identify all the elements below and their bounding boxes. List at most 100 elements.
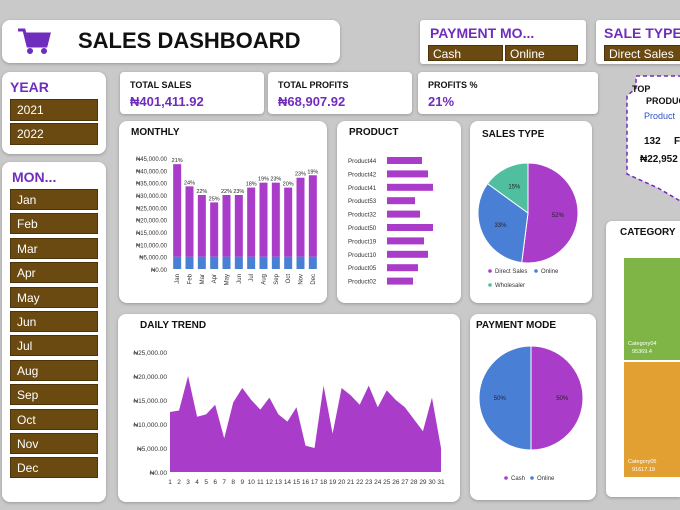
monthly-x-tick: Aug (262, 274, 268, 285)
product-label: Product44 (348, 158, 377, 165)
daily-x-tick: 19 (329, 479, 337, 486)
daily-x-tick: 25 (383, 479, 391, 486)
monthly-bar-base (296, 256, 305, 269)
top-product-quantity: 132 (644, 136, 661, 147)
daily-x-tick: 29 (419, 479, 427, 486)
sales-type-legend-marker (488, 283, 492, 287)
month-button-jun[interactable]: Jun (10, 311, 98, 332)
monthly-data-label: 18% (246, 182, 257, 188)
monthly-bar-base (222, 256, 231, 269)
sales-type-chart: 52% 33% 15% Direct Sales Online Wholesaler (477, 162, 579, 289)
payment-mode-slicer-title: PAYMENT MO... (430, 25, 535, 41)
sales-type-slice (521, 162, 579, 264)
month-button-aug[interactable]: Aug (10, 359, 98, 381)
kpi-profits-percent: PROFITS % 21% (418, 72, 598, 114)
product-bar (387, 170, 428, 178)
monthly-data-label: 20% (283, 182, 294, 188)
daily-y-tick: ₦15,000.00 (133, 398, 167, 405)
product-label: Product10 (348, 252, 377, 259)
monthly-y-tick: ₦35,000.00 (136, 182, 168, 188)
monthly-bar (284, 187, 293, 257)
category-chart: Category04 95369.4 Category05 91617.19 (624, 258, 680, 477)
sale-type-direct-button[interactable]: Direct Sales (604, 45, 680, 61)
sales-type-legend-label: Wholesaler (495, 283, 525, 289)
monthly-bar (247, 187, 256, 257)
monthly-bar (259, 182, 268, 257)
payment-mode-slice (478, 345, 532, 451)
product-chart-title: PRODUCT (349, 127, 399, 138)
monthly-bar-base (271, 256, 280, 269)
daily-trend-chart: ₦0.00 ₦5,000.00 ₦10,000.00 ₦15,000.00 ₦20,00… (133, 350, 445, 486)
product-label: Product32 (348, 212, 377, 219)
payment-cash-button[interactable]: Cash (428, 45, 503, 61)
daily-x-tick: 3 (186, 479, 190, 486)
monthly-bar-base (259, 256, 268, 269)
month-button-dec[interactable]: Dec (10, 457, 98, 479)
monthly-bar-base (247, 256, 256, 269)
daily-x-tick: 26 (392, 479, 400, 486)
monthly-bar (222, 195, 231, 257)
monthly-x-tick: May (225, 274, 231, 285)
month-button-may[interactable]: May (10, 286, 98, 308)
daily-x-tick: 31 (437, 479, 445, 486)
monthly-bar-base (185, 256, 194, 269)
month-button-nov[interactable]: Nov (10, 433, 98, 454)
monthly-bar-base (173, 256, 182, 269)
year-2022-button[interactable]: 2022 (10, 123, 98, 145)
month-slicer: MON... Jan Feb Mar Apr May Jun Jul Aug Sep Oct Nov… (2, 162, 106, 502)
daily-y-tick: ₦5,000.00 (137, 446, 167, 453)
monthly-data-label: 22% (221, 189, 232, 195)
product-bar (387, 277, 413, 285)
monthly-data-label: 25% (209, 196, 220, 202)
monthly-x-tick: Jan (175, 274, 181, 284)
product-bar (387, 210, 420, 218)
daily-x-tick: 17 (311, 479, 319, 486)
daily-x-tick: 7 (222, 479, 226, 486)
month-button-mar[interactable]: Mar (10, 237, 98, 259)
daily-x-tick: 5 (204, 479, 208, 486)
monthly-bar-base (308, 256, 317, 269)
page-title: SALES DASHBOARD (78, 28, 301, 53)
month-button-sep[interactable]: Sep (10, 384, 98, 406)
product-bar (387, 157, 422, 164)
monthly-data-label: 23% (270, 177, 281, 183)
daily-x-tick: 12 (266, 479, 274, 486)
kpi-total-profits-value: ₦68,907.92 (278, 94, 346, 109)
monthly-y-tick: ₦10,000.00 (136, 243, 168, 249)
monthly-data-label: 19% (307, 169, 318, 175)
payment-online-button[interactable]: Online (505, 45, 578, 61)
product-bar (387, 183, 433, 191)
month-button-apr[interactable]: Apr (10, 262, 98, 284)
product-label: Product42 (348, 171, 377, 178)
month-button-oct[interactable]: Oct (10, 408, 98, 430)
kpi-total-sales: TOTAL SALES ₦401,411.92 (120, 72, 264, 114)
payment-mode-chart: 50% 50% Cash Online (478, 345, 584, 482)
month-button-jan[interactable]: Jan (10, 189, 98, 210)
sales-type-legend-marker (534, 269, 538, 273)
monthly-y-tick: ₦5,000.00 (139, 256, 167, 262)
year-2021-button[interactable]: 2021 (10, 99, 98, 121)
daily-x-tick: 13 (275, 479, 283, 486)
monthly-y-tick: ₦25,000.00 (136, 206, 168, 212)
daily-y-tick: ₦25,000.00 (133, 350, 167, 357)
top-product-amount: ₦22,952 (640, 154, 678, 165)
product-label: Product41 (348, 185, 377, 192)
kpi-total-profits-label: TOTAL PROFITS (278, 80, 349, 90)
product-label: Product53 (348, 198, 377, 205)
monthly-y-tick: ₦40,000.00 (136, 169, 168, 175)
daily-x-tick: 18 (320, 479, 328, 486)
category-label: Category04 (628, 341, 656, 347)
sales-type-legend-marker (488, 269, 492, 273)
month-button-feb[interactable]: Feb (10, 213, 98, 235)
daily-x-tick: 27 (401, 479, 409, 486)
monthly-bar-base (197, 256, 206, 269)
product-label: Product50 (348, 225, 377, 232)
category-chart-title: CATEGORY (620, 227, 676, 238)
category-value-label: 95369.4 (632, 349, 652, 355)
daily-x-tick: 6 (213, 479, 217, 486)
monthly-data-label: 23% (295, 172, 306, 178)
payment-mode-chart-title: PAYMENT MODE (476, 320, 557, 331)
monthly-data-label: 22% (196, 189, 207, 195)
month-button-jul[interactable]: Jul (10, 335, 98, 357)
monthly-bar (197, 195, 206, 257)
